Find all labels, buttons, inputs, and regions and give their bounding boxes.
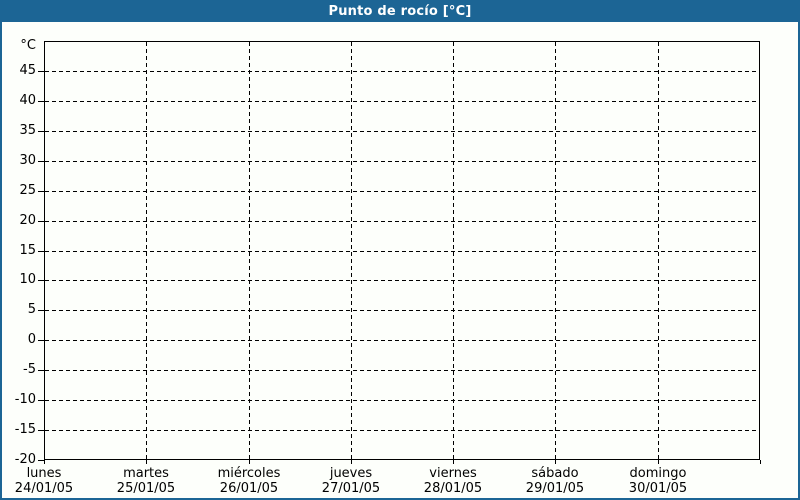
y-tick-label: 0 [27, 332, 36, 347]
title-bar: Punto de rocío [°C] [2, 2, 798, 22]
y-tick-mark [38, 340, 44, 341]
y-tick-label: 5 [27, 302, 36, 317]
y-tick-mark [38, 370, 44, 371]
x-tick-mark [760, 460, 761, 464]
x-day-name: lunes [26, 466, 62, 481]
h-gridline [45, 370, 759, 371]
y-tick-label: -15 [14, 422, 36, 437]
x-day-date: 26/01/05 [219, 481, 279, 496]
h-gridline [45, 101, 759, 102]
y-tick-mark [38, 191, 44, 192]
x-category-label: viernes 28/01/05 [401, 466, 505, 496]
y-tick-mark [38, 71, 44, 72]
x-day-name: domingo [629, 466, 687, 481]
h-gridline [45, 430, 759, 431]
x-day-date: 24/01/05 [14, 481, 74, 496]
x-day-name: viernes [429, 466, 477, 481]
y-tick-label: 10 [19, 272, 36, 287]
x-tick-mark [351, 460, 352, 464]
y-tick-mark [38, 101, 44, 102]
plot-area [44, 41, 760, 460]
y-tick-label: -5 [23, 362, 36, 377]
h-gridline [45, 251, 759, 252]
x-category-label: lunes 24/01/05 [2, 466, 96, 496]
y-tick-mark [38, 400, 44, 401]
v-gridline [249, 42, 250, 459]
y-tick-label: 45 [19, 63, 36, 78]
x-category-label: sábado 29/01/05 [503, 466, 607, 496]
x-day-date: 29/01/05 [525, 481, 585, 496]
v-gridline [146, 42, 147, 459]
h-gridline [45, 71, 759, 72]
x-category-label: miércoles 26/01/05 [197, 466, 301, 496]
x-day-name: martes [123, 466, 169, 481]
x-tick-mark [44, 460, 45, 464]
x-tick-mark [555, 460, 556, 464]
h-gridline [45, 310, 759, 311]
y-tick-mark [38, 280, 44, 281]
h-gridline [45, 280, 759, 281]
y-tick-label: 40 [19, 93, 36, 108]
x-tick-mark [249, 460, 250, 464]
y-axis-unit-label: °C [20, 38, 36, 53]
y-tick-label: 20 [19, 213, 36, 228]
x-day-date: 27/01/05 [321, 481, 381, 496]
h-gridline [45, 340, 759, 341]
y-tick-mark [38, 251, 44, 252]
h-gridline [45, 161, 759, 162]
x-category-label: martes 25/01/05 [94, 466, 198, 496]
v-gridline [453, 42, 454, 459]
x-category-label: domingo 30/01/05 [606, 466, 710, 496]
x-day-date: 28/01/05 [423, 481, 483, 496]
y-tick-label: -20 [14, 452, 36, 467]
h-gridline [45, 221, 759, 222]
y-tick-mark [38, 161, 44, 162]
x-tick-mark [146, 460, 147, 464]
h-gridline [45, 400, 759, 401]
x-day-name: miércoles [217, 466, 281, 481]
v-gridline [351, 42, 352, 459]
y-tick-label: -10 [14, 392, 36, 407]
v-gridline [658, 42, 659, 459]
h-gridline [45, 131, 759, 132]
x-category-label: jueves 27/01/05 [299, 466, 403, 496]
y-tick-label: 25 [19, 183, 36, 198]
x-tick-mark [658, 460, 659, 464]
y-tick-mark [38, 310, 44, 311]
y-tick-mark [38, 430, 44, 431]
x-day-name: sábado [531, 466, 579, 481]
x-day-date: 25/01/05 [116, 481, 176, 496]
y-tick-label: 30 [19, 153, 36, 168]
chart-title: Punto de rocío [°C] [328, 4, 472, 19]
y-tick-label: 35 [19, 123, 36, 138]
h-gridline [45, 191, 759, 192]
y-tick-label: 15 [19, 243, 36, 258]
x-day-date: 30/01/05 [628, 481, 688, 496]
x-day-name: jueves [329, 466, 373, 481]
x-tick-mark [453, 460, 454, 464]
y-tick-mark [38, 221, 44, 222]
v-gridline [555, 42, 556, 459]
y-tick-mark [38, 460, 44, 461]
y-tick-mark [38, 131, 44, 132]
